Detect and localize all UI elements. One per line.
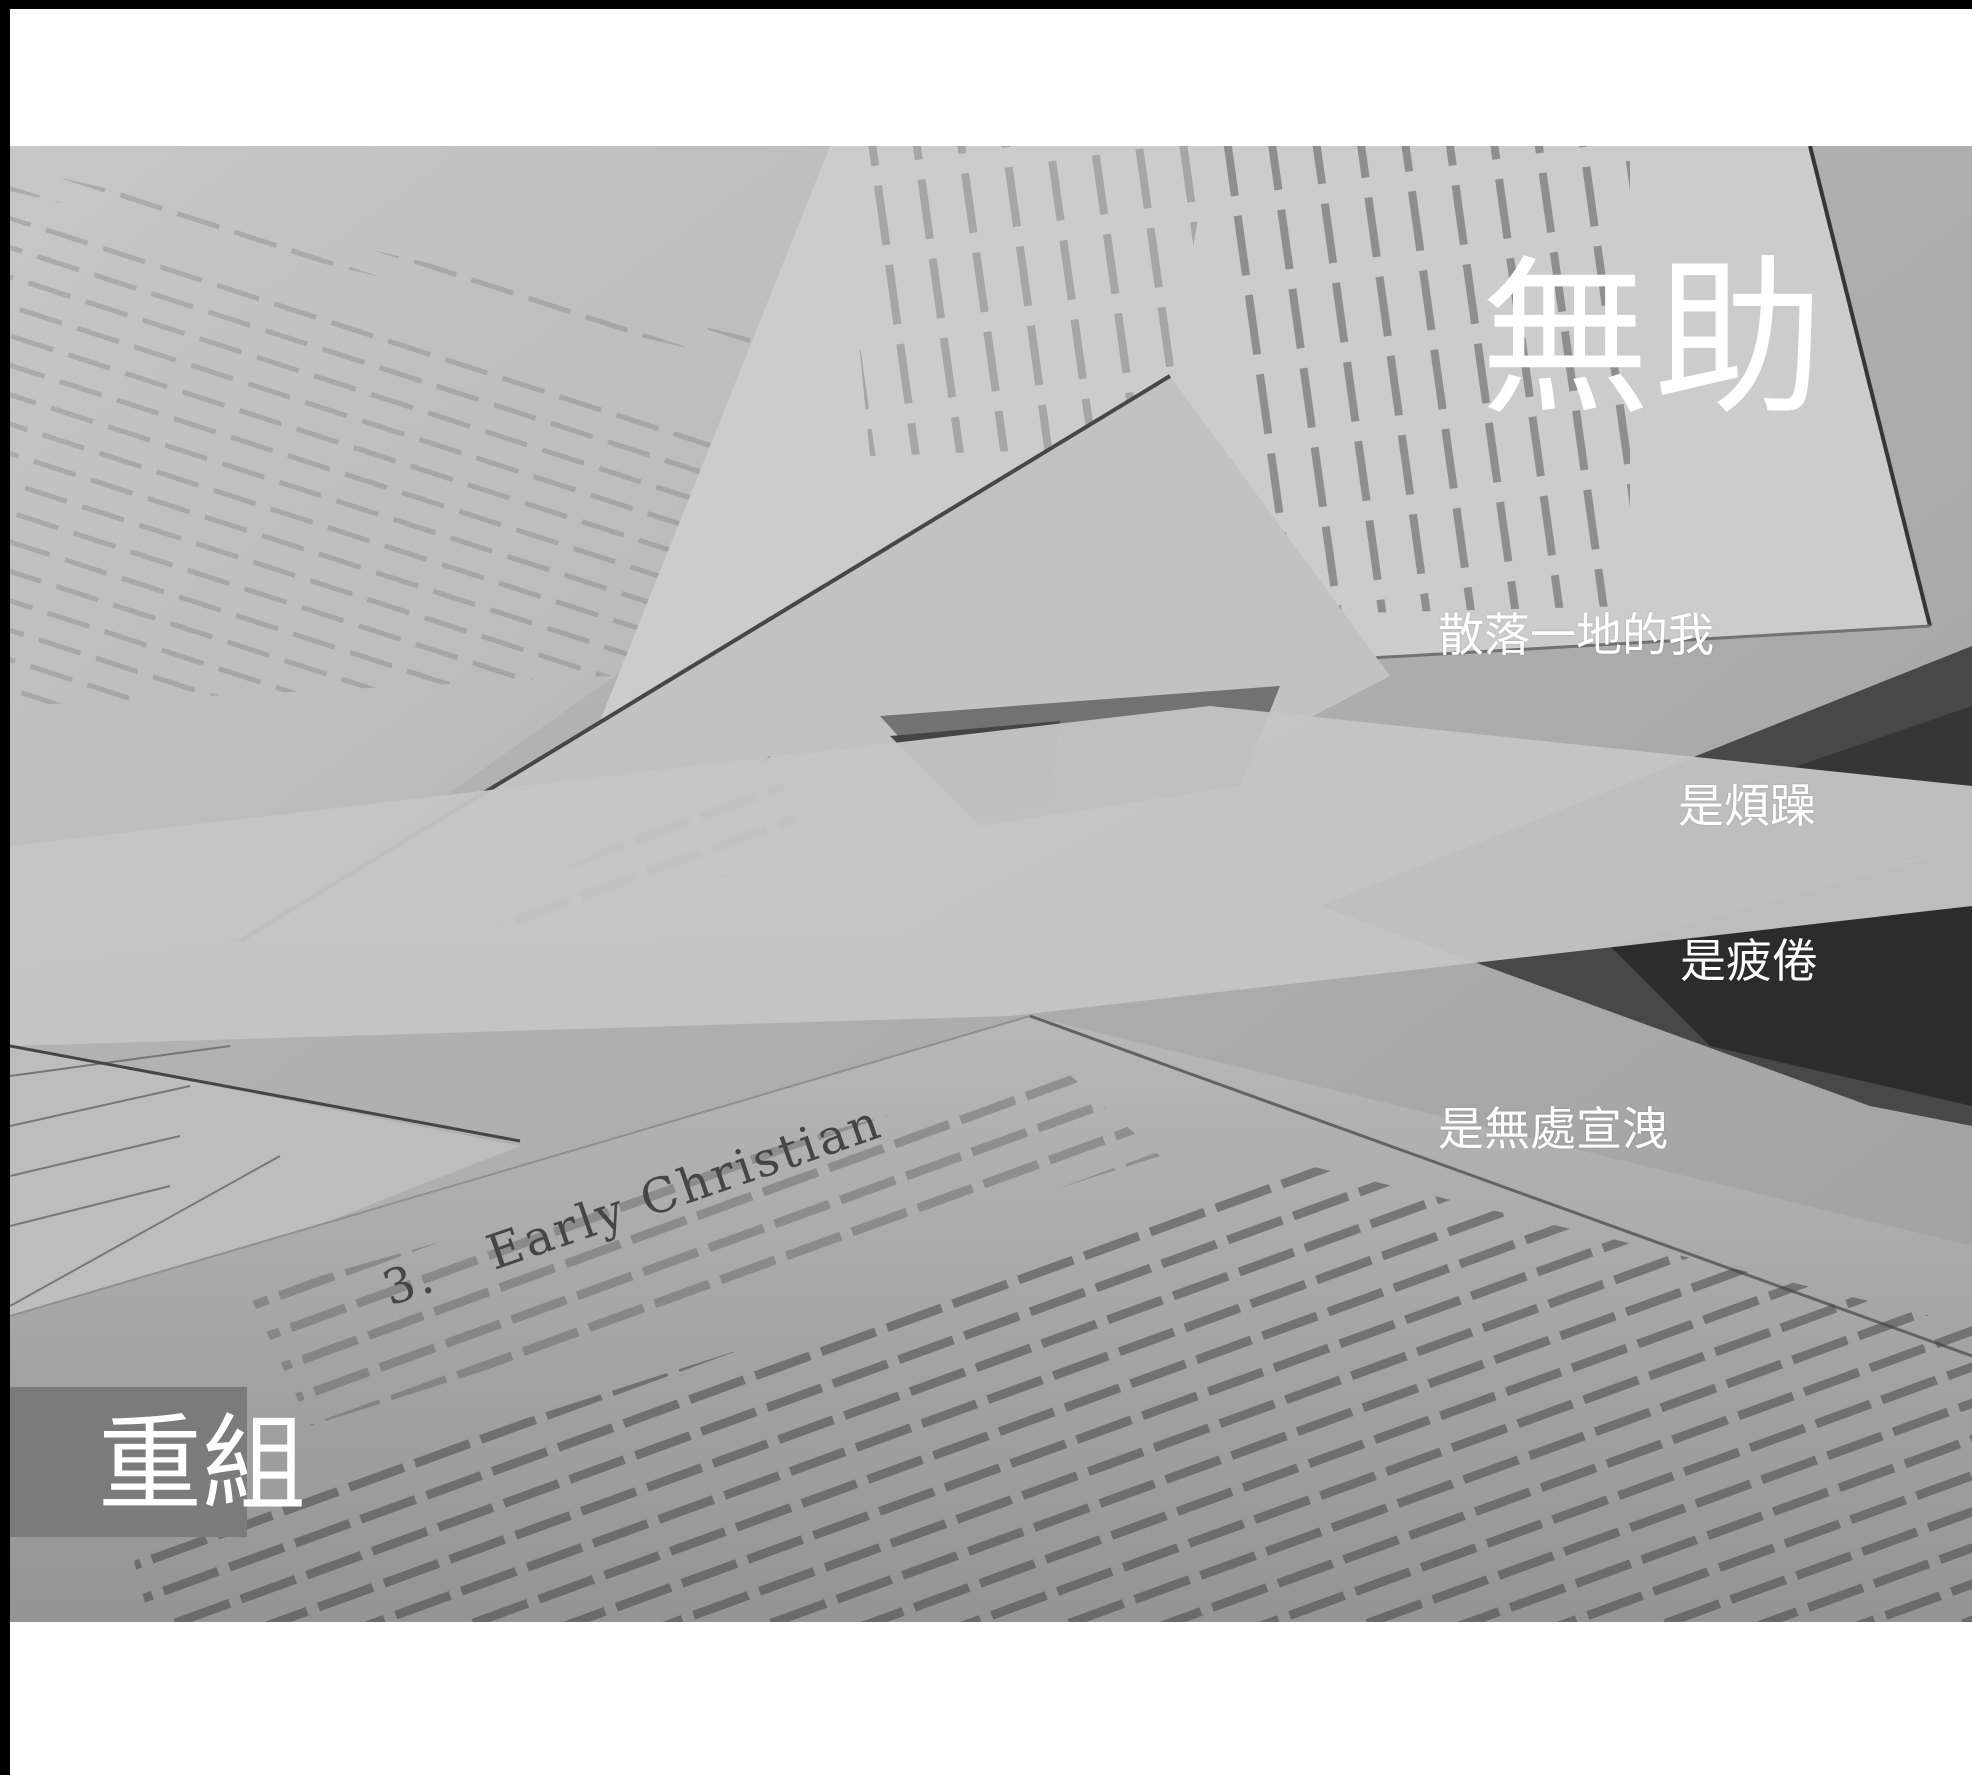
scattered-papers-photo: 3. Early Christian (10, 146, 1972, 1622)
poem-line-3: 是疲倦 (1680, 934, 1818, 988)
corner-label-box (10, 1387, 247, 1537)
heading-title: 無助 (1480, 241, 1829, 439)
poem-line-2: 是煩躁 (1678, 779, 1816, 833)
left-border (0, 0, 10, 1775)
top-border (0, 0, 1972, 9)
poem-line-4: 是無處宣洩 (1438, 1102, 1668, 1156)
poem-line-1: 散落一地的我 (1438, 608, 1714, 662)
corner-label: 重組 (98, 1403, 307, 1525)
